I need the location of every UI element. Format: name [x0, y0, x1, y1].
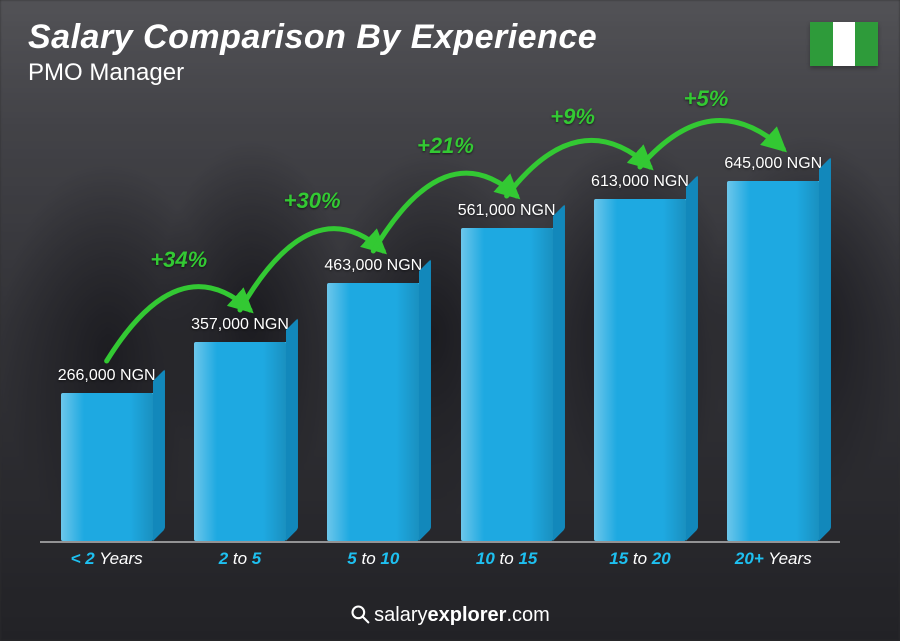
x-category: < 2 Years [47, 543, 167, 571]
bar-value-label: 561,000 NGN [458, 202, 556, 220]
x-category: 15 to 20 [580, 543, 700, 571]
brand-part: salary [374, 604, 427, 626]
bar-group: 357,000 NGN [180, 316, 300, 541]
bar-3d [727, 181, 819, 541]
bar-front-face [194, 342, 286, 541]
bar-value-label: 266,000 NGN [58, 367, 156, 385]
bar-front-face [594, 199, 686, 541]
bar-side-face [286, 318, 298, 541]
brand-part: .com [506, 604, 549, 626]
x-category: 5 to 10 [313, 543, 433, 571]
bar-front-face [461, 228, 553, 541]
bar-group: 266,000 NGN [47, 367, 167, 541]
bar-group: 463,000 NGN [313, 257, 433, 541]
bar-side-face [553, 204, 565, 541]
chart-title: Salary Comparison By Experience [28, 18, 597, 57]
chart-subtitle: PMO Manager [28, 59, 597, 87]
bar-side-face [819, 157, 831, 541]
bar-value-label: 357,000 NGN [191, 316, 289, 334]
x-category: 2 to 5 [180, 543, 300, 571]
bar-group: 645,000 NGN [713, 155, 833, 541]
bar-chart: 266,000 NGN 357,000 NGN 463,000 NGN 561,… [40, 120, 840, 571]
flag-stripe [833, 22, 856, 66]
bar-value-label: 645,000 NGN [724, 155, 822, 173]
x-category: 10 to 15 [447, 543, 567, 571]
bar-value-label: 463,000 NGN [324, 257, 422, 275]
flag-stripe [855, 22, 878, 66]
bar-group: 561,000 NGN [447, 202, 567, 541]
bar-front-face [727, 181, 819, 541]
bar-3d [461, 228, 553, 541]
flag-stripe [810, 22, 833, 66]
bar-3d [194, 342, 286, 541]
bar-group: 613,000 NGN [580, 173, 700, 541]
bar-side-face [419, 259, 431, 541]
brand-part-bold: explorer [428, 604, 507, 626]
country-flag-nigeria [810, 22, 878, 66]
bar-3d [327, 283, 419, 541]
title-block: Salary Comparison By Experience PMO Mana… [28, 18, 597, 87]
bar-front-face [61, 393, 153, 541]
magnifier-icon [350, 604, 370, 624]
bar-side-face [686, 175, 698, 541]
bar-3d [594, 199, 686, 541]
bar-3d [61, 393, 153, 541]
x-axis: < 2 Years 2 to 5 5 to 10 10 to 15 15 to 20 20… [40, 541, 840, 571]
bar-value-label: 613,000 NGN [591, 173, 689, 191]
x-category: 20+ Years [713, 543, 833, 571]
bars-container: 266,000 NGN 357,000 NGN 463,000 NGN 561,… [40, 120, 840, 541]
bar-side-face [153, 369, 165, 541]
footer-brand: salaryexplorer.com [0, 604, 900, 627]
bar-front-face [327, 283, 419, 541]
